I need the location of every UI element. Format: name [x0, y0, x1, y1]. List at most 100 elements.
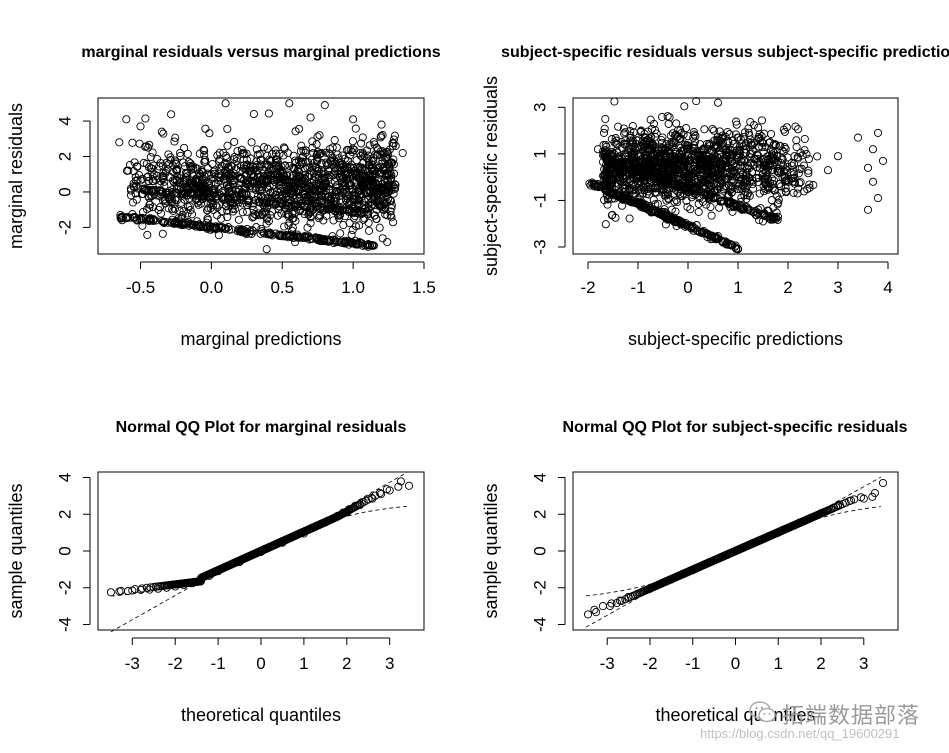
data-point — [647, 152, 656, 161]
data-point — [290, 194, 299, 203]
data-point — [772, 208, 781, 217]
data-point — [141, 142, 150, 151]
data-point — [617, 201, 627, 210]
data-point — [246, 170, 255, 179]
data-point — [628, 185, 637, 195]
data-point — [780, 177, 789, 186]
data-point — [142, 173, 152, 182]
data-point — [266, 175, 275, 184]
data-point — [664, 166, 673, 175]
data-point — [623, 195, 632, 204]
data-point — [256, 187, 265, 196]
data-point — [299, 187, 308, 196]
data-point — [686, 205, 695, 214]
data-point — [740, 128, 750, 137]
data-point — [718, 131, 727, 140]
data-point — [298, 173, 307, 182]
data-point — [735, 145, 744, 154]
data-point — [280, 222, 289, 231]
data-point — [213, 211, 222, 220]
x-tick-label: -1 — [630, 278, 645, 297]
data-point — [364, 179, 373, 188]
data-point — [767, 129, 776, 139]
x-tick-label: 3 — [385, 654, 394, 673]
data-point — [180, 143, 189, 152]
data-point — [636, 192, 645, 201]
data-point — [128, 210, 137, 219]
data-point — [277, 232, 286, 241]
data-point — [674, 164, 683, 173]
data-point — [365, 240, 374, 249]
data-point — [288, 209, 297, 218]
data-point — [741, 177, 751, 186]
data-point — [805, 180, 814, 189]
data-point — [290, 156, 299, 165]
data-point — [624, 193, 633, 202]
data-point — [712, 163, 721, 172]
data-point — [744, 128, 753, 137]
data-point — [309, 176, 318, 185]
data-point — [196, 576, 205, 585]
data-point — [221, 99, 230, 108]
data-point — [145, 203, 154, 212]
y-tick-label: -1 — [530, 193, 549, 208]
data-point — [794, 169, 803, 178]
data-point — [706, 166, 715, 175]
data-point — [262, 215, 271, 224]
data-point — [224, 182, 233, 191]
data-point — [689, 158, 698, 167]
data-point — [262, 245, 271, 254]
data-point — [660, 152, 669, 161]
data-point — [339, 220, 348, 230]
data-point — [611, 213, 620, 222]
data-point — [625, 174, 634, 183]
data-point — [385, 486, 394, 495]
data-point — [614, 154, 623, 163]
data-point — [378, 234, 387, 243]
data-point — [185, 202, 194, 211]
data-point — [691, 155, 700, 164]
data-point — [703, 157, 713, 166]
data-point — [853, 133, 863, 142]
data-point — [243, 200, 252, 210]
data-point — [333, 210, 342, 219]
data-point — [181, 173, 190, 182]
data-point — [242, 229, 251, 239]
data-point — [771, 157, 780, 166]
data-point — [208, 185, 217, 194]
data-point — [768, 184, 777, 193]
data-point — [707, 211, 716, 220]
data-point — [221, 169, 231, 178]
data-point — [387, 201, 396, 210]
data-point — [626, 136, 635, 145]
data-point — [680, 159, 690, 168]
data-point — [742, 168, 751, 177]
data-point — [176, 148, 185, 158]
data-point — [189, 182, 198, 191]
data-point — [713, 185, 722, 194]
data-point — [291, 238, 300, 247]
data-point — [311, 162, 320, 172]
data-point — [336, 229, 345, 238]
data-point — [623, 156, 632, 165]
data-point — [342, 508, 351, 517]
x-tick-label: 0 — [683, 278, 692, 297]
data-point — [618, 159, 627, 168]
data-point — [320, 101, 329, 110]
data-point — [622, 166, 631, 175]
data-point — [164, 193, 174, 202]
data-point — [714, 169, 723, 178]
data-point — [332, 187, 341, 196]
data-point — [348, 137, 357, 146]
data-point — [365, 160, 374, 169]
data-point — [199, 145, 208, 154]
data-point — [619, 124, 628, 133]
data-point — [618, 195, 627, 204]
data-point — [285, 231, 294, 240]
data-point — [664, 180, 673, 189]
data-point — [696, 179, 705, 188]
data-point — [204, 204, 213, 213]
data-point — [394, 482, 403, 491]
data-point — [243, 195, 252, 204]
